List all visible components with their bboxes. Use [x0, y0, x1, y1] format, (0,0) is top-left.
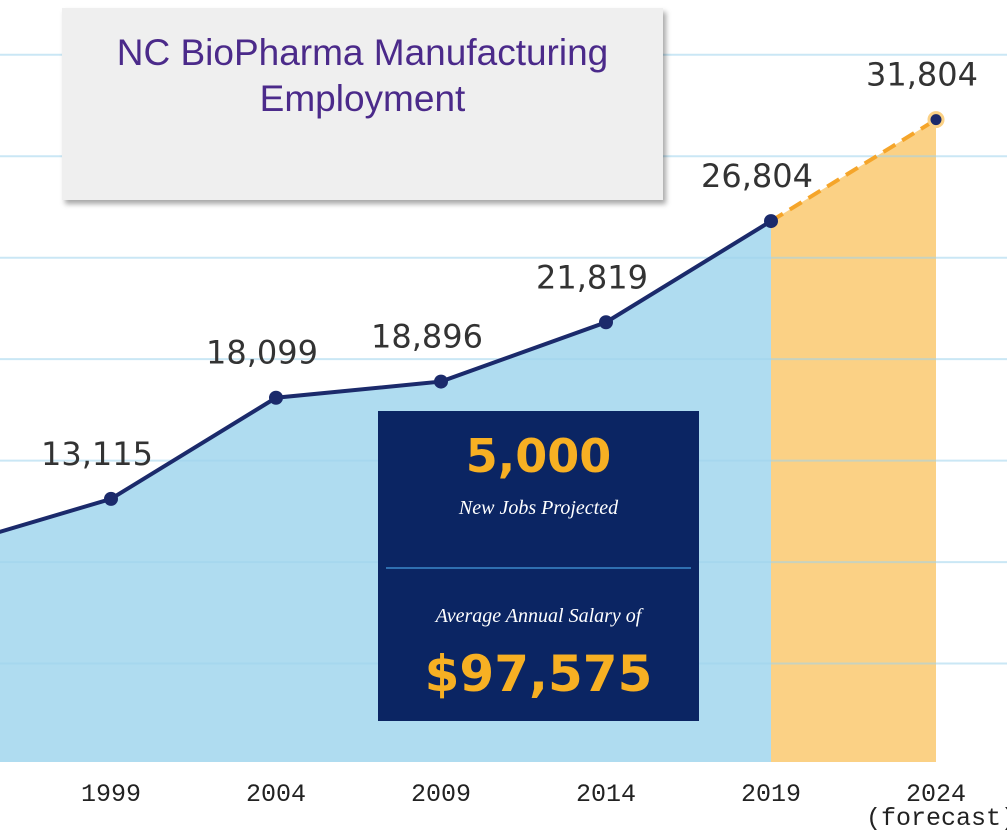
point — [269, 390, 283, 405]
forecast-line — [769, 117, 938, 223]
callout: 5,000 New Jobs Projected Average Annual … — [378, 411, 699, 721]
data-label: 18,896 — [371, 318, 483, 356]
point — [927, 111, 945, 129]
data-label: 13,115 — [41, 435, 153, 473]
jobs-value: 5,000 — [465, 429, 612, 483]
x-tick-label: 2019 — [740, 780, 801, 809]
data-label: 31,804 — [866, 56, 978, 94]
point — [104, 491, 118, 506]
chart-title: NC BioPharma Manufacturing Employment — [62, 8, 663, 200]
salary-label: Average Annual Salary of — [435, 605, 642, 627]
x-tick-label: 2004 — [245, 780, 306, 809]
data-label: 26,804 — [701, 157, 813, 195]
line — [0, 219, 773, 534]
data-label: 21,819 — [536, 258, 648, 296]
x-tick-label: 2024 (forecast) — [866, 780, 1007, 833]
point — [764, 214, 778, 229]
point — [434, 374, 448, 389]
x-tick-label: 2009 — [410, 780, 471, 809]
salary-value: $97,575 — [424, 645, 653, 703]
data-label: 18,099 — [206, 334, 318, 372]
divider — [386, 567, 691, 569]
x-tick-label: 1999 — [80, 780, 141, 809]
x-tick-label: 2014 — [575, 780, 636, 809]
forecast-area — [771, 119, 936, 762]
point — [599, 315, 613, 330]
jobs-label: New Jobs Projected — [458, 497, 619, 519]
